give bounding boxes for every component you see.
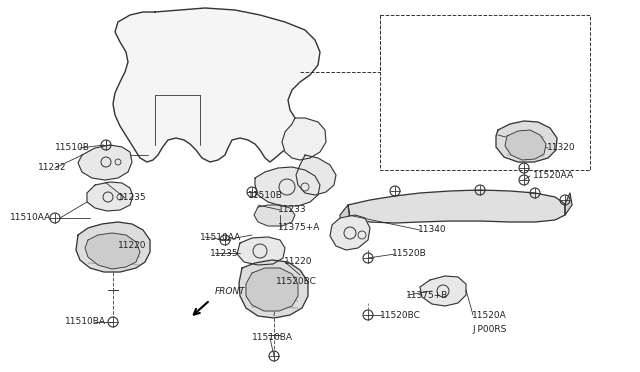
Text: 11235: 11235 xyxy=(118,193,147,202)
Polygon shape xyxy=(340,205,350,228)
Text: 11510B: 11510B xyxy=(55,144,90,153)
Polygon shape xyxy=(113,8,320,162)
Text: 11520AA: 11520AA xyxy=(533,171,574,180)
Text: 11520BC: 11520BC xyxy=(380,311,421,320)
Polygon shape xyxy=(348,190,565,223)
Text: 11340: 11340 xyxy=(418,225,447,234)
Polygon shape xyxy=(239,260,308,318)
Polygon shape xyxy=(87,182,133,211)
Polygon shape xyxy=(78,145,132,180)
Text: 11375+A: 11375+A xyxy=(278,224,321,232)
Polygon shape xyxy=(85,233,140,269)
Polygon shape xyxy=(237,237,285,265)
Text: 11220: 11220 xyxy=(284,257,312,266)
Text: 11520A: 11520A xyxy=(472,311,507,320)
Text: 11510B: 11510B xyxy=(248,190,283,199)
Polygon shape xyxy=(255,167,320,206)
Text: 11510BA: 11510BA xyxy=(65,317,106,327)
Text: 11220: 11220 xyxy=(118,241,147,250)
Polygon shape xyxy=(254,205,295,226)
Text: 11510AA: 11510AA xyxy=(10,214,51,222)
Polygon shape xyxy=(565,193,572,215)
Polygon shape xyxy=(496,121,557,162)
Text: 11375+B: 11375+B xyxy=(406,291,449,299)
Polygon shape xyxy=(296,155,336,195)
Text: 11520B: 11520B xyxy=(392,250,427,259)
Text: 11320: 11320 xyxy=(547,144,575,153)
Polygon shape xyxy=(246,268,298,311)
Text: J P00RS: J P00RS xyxy=(472,326,506,334)
Polygon shape xyxy=(282,118,326,160)
Text: 11235: 11235 xyxy=(210,248,239,257)
Polygon shape xyxy=(505,130,546,160)
Text: 11510BA: 11510BA xyxy=(252,334,293,343)
Polygon shape xyxy=(330,215,370,250)
Text: FRONT: FRONT xyxy=(215,287,246,296)
Text: 11520BC: 11520BC xyxy=(276,278,317,286)
Text: 11233: 11233 xyxy=(278,205,307,215)
Text: 11510AA: 11510AA xyxy=(200,232,241,241)
Polygon shape xyxy=(420,276,466,306)
Polygon shape xyxy=(76,222,150,272)
Text: 11232: 11232 xyxy=(38,164,67,173)
